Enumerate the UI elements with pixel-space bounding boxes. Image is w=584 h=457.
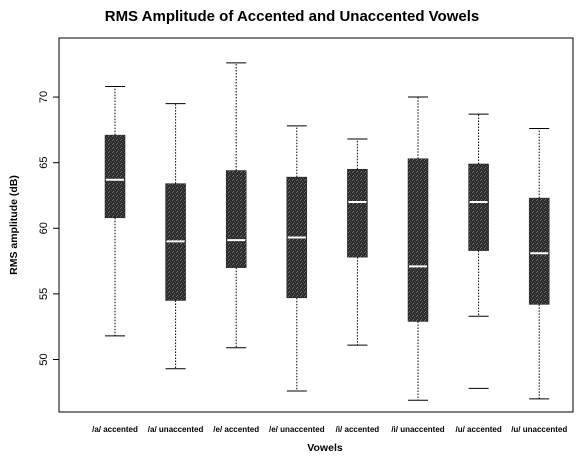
iqr-box — [225, 170, 247, 268]
x-axis-tick-labels: /a/ accented/a/ unaccented/e/ accented/e… — [92, 425, 567, 434]
x-tick-label: /a/ accented — [92, 425, 138, 434]
box-6 — [407, 96, 429, 401]
box-8 — [528, 128, 550, 400]
y-tick-label: 50 — [38, 353, 50, 365]
box-3 — [225, 62, 247, 349]
box-1 — [104, 86, 126, 337]
box-4 — [286, 125, 308, 392]
x-tick-label: /a/ unaccented — [148, 425, 204, 434]
boxes-group — [104, 62, 550, 401]
y-tick-label: 70 — [38, 91, 50, 103]
x-axis-label: Vowels — [307, 442, 343, 454]
iqr-box — [528, 197, 550, 305]
iqr-box — [104, 134, 126, 219]
iqr-box — [407, 158, 429, 322]
x-tick-label: /e/ unaccented — [269, 425, 325, 434]
plot-frame — [58, 37, 574, 413]
y-tick-label: 55 — [38, 288, 50, 300]
y-tick-label: 60 — [38, 222, 50, 234]
box-5 — [347, 138, 368, 346]
x-tick-label: /u/ unaccented — [511, 425, 567, 434]
x-tick-label: /i/ unaccented — [391, 425, 444, 434]
chart-title: RMS Amplitude of Accented and Unaccented… — [104, 8, 480, 25]
x-tick-label: /i/ accented — [336, 425, 380, 434]
y-tick-label: 65 — [38, 157, 50, 169]
y-axis: 50 55 60 65 70 — [38, 91, 59, 366]
x-tick-label: /u/ accented — [455, 425, 501, 434]
iqr-box — [347, 168, 368, 258]
iqr-box — [468, 163, 489, 251]
y-axis-label: RMS amplitude (dB) — [8, 175, 20, 275]
x-tick-label: /e/ accented — [213, 425, 259, 434]
box-2 — [165, 103, 186, 370]
box-7 — [468, 113, 489, 389]
